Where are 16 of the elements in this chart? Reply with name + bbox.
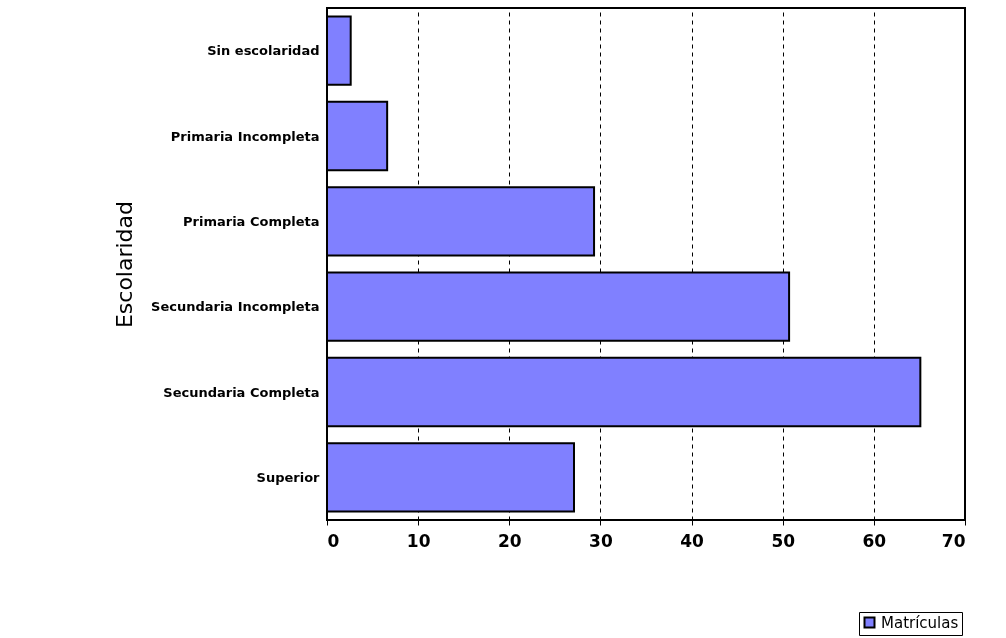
y-tick-label: Secundaria Incompleta bbox=[151, 299, 320, 315]
x-tick-label: 70 bbox=[941, 530, 966, 551]
x-tick-label: 60 bbox=[862, 530, 887, 551]
x-tick-label: 10 bbox=[406, 530, 431, 551]
y-tick-label: Primaria Incompleta bbox=[170, 128, 320, 144]
x-tick-label: 0 bbox=[327, 530, 340, 551]
y-axis-title: Escolaridad bbox=[112, 200, 138, 329]
legend-label: Matrículas bbox=[881, 613, 959, 632]
x-tick-label: 20 bbox=[497, 530, 522, 551]
y-tick-label: Superior bbox=[256, 469, 321, 485]
y-tick-label: Secundaria Completa bbox=[163, 384, 320, 400]
x-tick-label: 50 bbox=[771, 530, 796, 551]
x-tick-label: 30 bbox=[589, 530, 613, 551]
y-tick-label: Sin escolaridad bbox=[207, 43, 320, 59]
x-tick-label: 40 bbox=[680, 530, 705, 551]
y-tick-label: Primaria Completa bbox=[183, 213, 320, 229]
